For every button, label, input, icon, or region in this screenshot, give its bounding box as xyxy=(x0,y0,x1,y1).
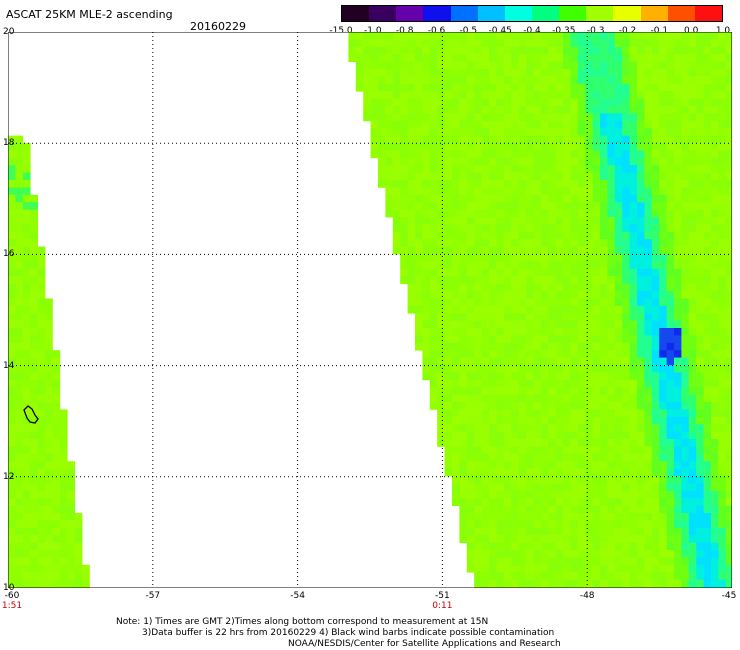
color-scale-bar xyxy=(341,5,723,22)
color-scale-labels: -15.0 -1.0 -0.8 -0.6 -0.5 -0.45 -0.4 -0.35 -0.3 -… xyxy=(329,26,730,38)
longitude-tick-label: -60 xyxy=(4,591,20,601)
wind-map xyxy=(8,32,732,588)
longitude-tick-label: -51 xyxy=(435,591,450,601)
latitude-tick-label: 14 xyxy=(3,360,15,371)
color-swatch xyxy=(586,6,614,21)
latitude-tick-label: 10 xyxy=(3,583,15,593)
color-scale-label: -0.45 xyxy=(488,26,512,36)
color-scale-label: -0.4 xyxy=(523,26,541,36)
swath-data xyxy=(8,32,732,588)
color-swatch xyxy=(342,6,370,21)
color-swatch xyxy=(640,6,668,21)
color-swatch xyxy=(396,6,424,21)
color-swatch xyxy=(369,6,397,21)
longitude-tick-label: -57 xyxy=(145,591,161,601)
color-swatch xyxy=(694,6,722,21)
color-scale-label: 0.0 xyxy=(683,26,699,36)
latitude-tick-label: 12 xyxy=(3,471,15,482)
latitude-tick-label: 16 xyxy=(3,249,15,260)
color-swatch xyxy=(504,6,532,21)
longitude-tick-label: -48 xyxy=(579,591,595,601)
color-scale-label: -0.2 xyxy=(618,26,637,36)
lat-lon-grid xyxy=(8,32,732,588)
pass-time-label: 0:11 xyxy=(432,601,453,611)
color-swatch xyxy=(613,6,641,21)
color-scale-label: -0.35 xyxy=(552,26,576,36)
color-swatch xyxy=(559,6,587,21)
pass-time-label: 1:51 xyxy=(1,601,23,611)
color-swatch xyxy=(450,6,478,21)
longitude-tick-label: -54 xyxy=(290,591,305,601)
color-swatch xyxy=(477,6,505,21)
island-outline xyxy=(23,405,39,424)
color-scale-label: -0.8 xyxy=(395,26,414,36)
note-line-2: 3)Data buffer is 22 hrs from 20160229 4)… xyxy=(142,628,555,638)
product-date: 20160229 xyxy=(190,20,246,33)
color-swatch xyxy=(423,6,451,21)
longitude-tick-label: -45 xyxy=(721,591,737,601)
latitude-tick-label: 18 xyxy=(3,138,15,149)
note-line-3: NOAA/NESDIS/Center for Satellite Applica… xyxy=(288,639,561,649)
color-scale-label: 1.0 xyxy=(715,26,731,36)
color-swatch xyxy=(531,6,560,21)
color-scale-label: -0.6 xyxy=(427,26,446,36)
color-scale-label: -1.0 xyxy=(364,26,382,36)
note-line-1: Note: 1) Times are GMT 2)Times along bot… xyxy=(116,617,489,627)
color-scale-label: -0.3 xyxy=(586,26,605,36)
color-scale-label: -0.1 xyxy=(650,26,669,36)
color-swatch xyxy=(667,6,695,21)
product-title: ASCAT 25KM MLE-2 ascending xyxy=(6,8,173,21)
color-scale-label: -15.0 xyxy=(329,26,353,36)
color-scale-label: -0.5 xyxy=(459,26,478,36)
latitude-tick-label: 20 xyxy=(3,27,15,37)
